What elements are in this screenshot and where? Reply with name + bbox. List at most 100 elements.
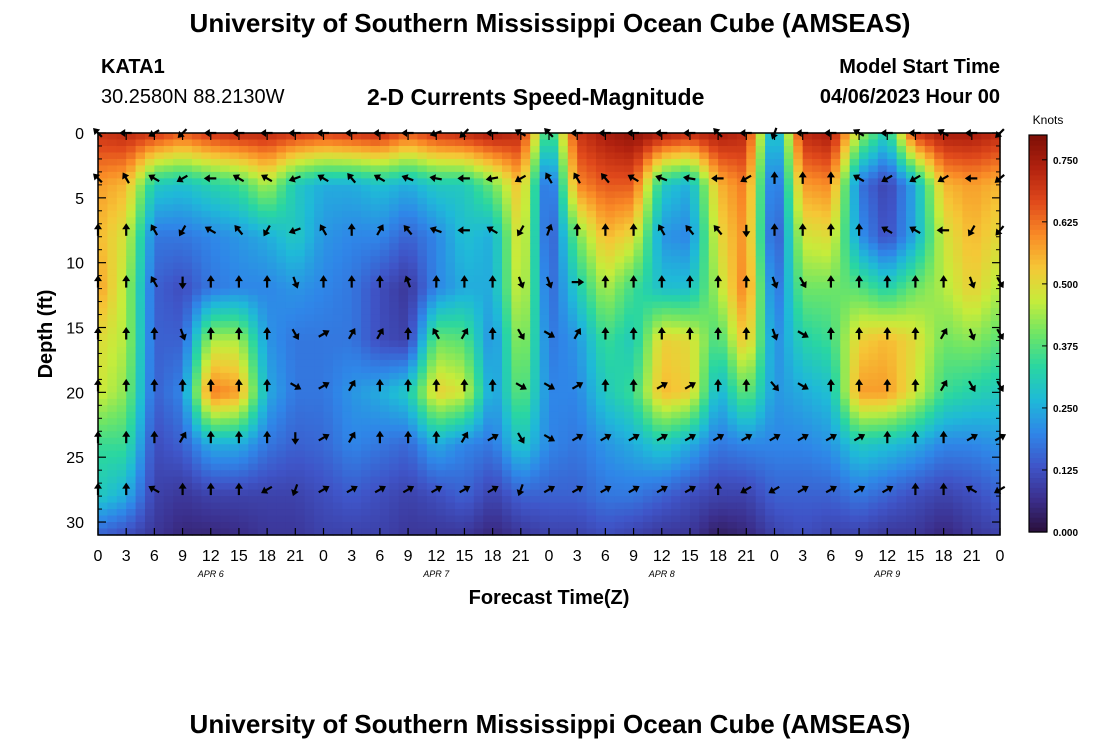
heatmap-cell [614,210,625,218]
heatmap-cell [182,418,193,426]
heatmap-cell [276,217,287,225]
heatmap-cell [248,314,259,322]
heatmap-cell [210,295,221,303]
heatmap-cell [652,359,663,368]
heatmap-cell [248,210,259,218]
heatmap-cell [351,197,362,205]
heatmap-cell [182,178,193,186]
heatmap-cell [361,502,372,510]
heatmap-cell [473,437,484,445]
heatmap-cell [361,217,372,225]
heatmap-cell [840,165,851,173]
heatmap-cell [285,398,296,406]
heatmap-cell [144,437,155,445]
heatmap-cell [116,158,127,167]
heatmap-cell [633,204,644,212]
heatmap-cell [840,295,851,303]
heatmap-cell [379,217,390,225]
heatmap-cell [661,385,672,393]
heatmap-cell [210,457,221,465]
heatmap-cell [830,470,841,478]
heatmap-cell [830,269,841,277]
heatmap-cell [342,405,353,413]
heatmap-cell [746,366,757,374]
heatmap-cell [821,314,832,322]
heatmap-cell [520,353,531,361]
heatmap-cell [624,372,635,380]
heatmap-cell [718,385,729,393]
heatmap-cell [774,230,785,238]
heatmap-cell [191,308,202,316]
heatmap-cell [408,236,419,244]
heatmap-cell [680,444,691,452]
heatmap-cell [464,178,475,186]
heatmap-cell [191,243,202,251]
heatmap-cell [605,437,616,445]
heatmap-cell [783,210,794,218]
heatmap-cell [511,528,522,536]
heatmap-cell [201,353,212,361]
heatmap-cell [173,288,184,296]
heatmap-cell [210,184,221,192]
heatmap-cell [652,308,663,316]
heatmap-cell [332,321,343,329]
heatmap-cell [304,379,315,387]
heatmap-cell [802,515,813,523]
heatmap-cell [727,321,738,329]
heatmap-cell [671,223,682,231]
heatmap-cell [624,457,635,465]
heatmap-cell [689,424,700,432]
heatmap-cell [426,379,437,387]
heatmap-cell [455,522,466,530]
heatmap-cell [323,340,334,348]
heatmap-cell [398,340,409,348]
heatmap-cell [173,496,184,504]
heatmap-cell [379,444,390,452]
heatmap-cell [652,528,663,536]
heatmap-cell [812,171,823,179]
heatmap-cell [191,139,202,147]
heatmap-cell [295,236,306,244]
heatmap-cell [314,379,325,387]
heatmap-cell [483,483,494,491]
heatmap-cell [473,483,484,491]
heatmap-cell [267,256,278,264]
heatmap-cell [285,359,296,368]
heatmap-cell [520,275,531,283]
heatmap-cell [492,282,503,290]
heatmap-cell [595,457,606,465]
heatmap-cell [295,424,306,432]
heatmap-cell [342,522,353,530]
heatmap-cell [220,256,231,264]
heatmap-cell [567,515,578,523]
heatmap-cell [718,359,729,368]
heatmap-cell [464,191,475,199]
heatmap-cell [746,385,757,393]
heatmap-cell [549,444,559,452]
heatmap-cell [126,418,137,426]
heatmap-cell [614,392,625,400]
heatmap-cell [257,249,268,257]
heatmap-cell [304,496,315,504]
heatmap-cell [830,314,841,322]
heatmap-cell [238,489,249,497]
heatmap-cell [210,321,221,329]
heatmap-cell [840,158,851,167]
heatmap-cell [511,340,522,348]
heatmap-cell [455,340,466,348]
heatmap-cell [426,171,437,179]
heatmap-cell [229,424,240,432]
heatmap-cell [426,385,437,393]
heatmap-cell [642,301,653,309]
heatmap-cell [389,314,400,322]
heatmap-cell [107,411,118,419]
heatmap-cell [746,191,757,199]
heatmap-cell [492,392,503,400]
heatmap-cell [107,145,118,154]
heatmap-cell [783,282,794,290]
heatmap-cell [483,366,494,374]
heatmap-cell [361,353,372,361]
heatmap-cell [342,418,353,426]
heatmap-cell [502,145,513,154]
heatmap-cell [661,528,672,536]
